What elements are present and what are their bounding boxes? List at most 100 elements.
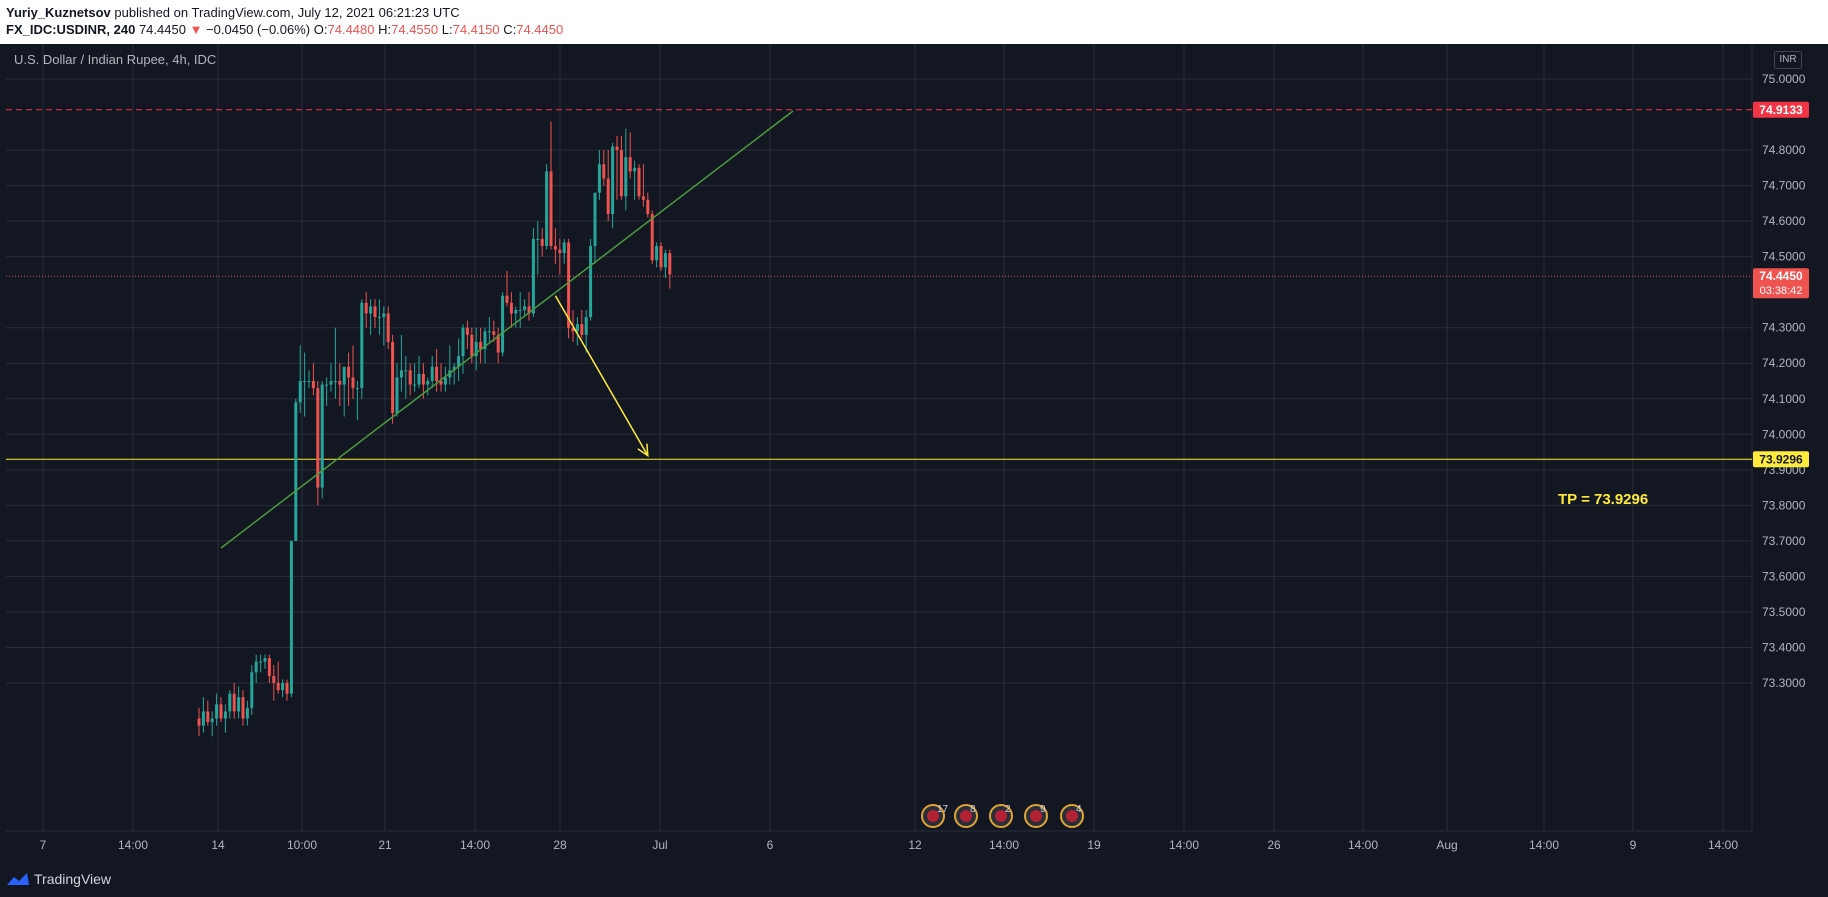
price-label: 74.9133 — [1759, 103, 1803, 117]
candle-body — [575, 324, 579, 332]
y-tick-label: 75.0000 — [1762, 72, 1806, 86]
candle-body — [241, 697, 245, 719]
high-value: 74.4550 — [391, 22, 439, 37]
candle-body — [505, 295, 509, 303]
candle-body — [421, 373, 425, 385]
x-tick-label: 6 — [767, 838, 774, 852]
candle-body — [483, 331, 487, 350]
candle-body — [399, 370, 403, 378]
candle-body — [659, 245, 663, 268]
y-tick-label: 73.3000 — [1762, 676, 1806, 690]
candle-body — [219, 704, 223, 719]
candle-body — [377, 317, 381, 319]
flag-icon-inner — [995, 810, 1007, 822]
y-tick-label: 74.1000 — [1762, 392, 1806, 406]
candle-body — [615, 146, 619, 151]
countdown-label: 03:38:42 — [1760, 285, 1803, 297]
candle-body — [558, 249, 562, 254]
candle-body — [232, 693, 236, 712]
tradingview-logo-icon[interactable] — [6, 871, 30, 887]
x-tick-label: 10:00 — [287, 838, 317, 852]
candle-body — [571, 327, 575, 332]
candle-body — [307, 381, 311, 382]
candle-body — [452, 366, 456, 371]
symbol-label: FX_IDC:USDINR, 240 — [6, 22, 136, 37]
chart-title: U.S. Dollar / Indian Rupee, 4h, IDC — [14, 52, 217, 67]
candle-body — [408, 370, 412, 385]
x-tick-label: 14:00 — [1708, 838, 1738, 852]
candle-body — [619, 150, 623, 197]
open-label: O: — [313, 22, 328, 37]
published-text: published on TradingView.com, July 12, 2… — [110, 5, 460, 20]
candle-body — [298, 381, 302, 403]
arrow-head-icon — [637, 443, 649, 458]
candle-body — [413, 384, 417, 386]
event-badge[interactable]: 8 — [954, 804, 978, 828]
y-tick-label: 74.6000 — [1762, 214, 1806, 228]
candle-body — [303, 381, 307, 382]
flag-icon-inner — [1030, 810, 1042, 822]
candle-body — [487, 331, 491, 333]
close-value: 74.4450 — [516, 22, 564, 37]
flag-icon-inner — [960, 810, 972, 822]
candle-body — [646, 199, 650, 215]
candle-body — [259, 661, 263, 663]
publish-info: Yuriy_Kuznetsov published on TradingView… — [6, 5, 460, 20]
candle-body — [602, 164, 606, 179]
candle-body — [509, 302, 513, 314]
y-tick-label: 74.5000 — [1762, 250, 1806, 264]
candle-body — [320, 384, 324, 488]
candle-body — [545, 171, 549, 246]
flag-icon-inner — [927, 810, 939, 822]
candle-body — [272, 675, 276, 683]
candle-body — [201, 711, 205, 726]
y-tick-label: 73.6000 — [1762, 569, 1806, 583]
candle-body — [338, 381, 342, 385]
candle-body — [479, 341, 483, 350]
event-badge[interactable]: 17 — [921, 804, 949, 828]
candle-body — [245, 707, 249, 719]
brand-name[interactable]: TradingView — [34, 871, 112, 887]
x-tick-label: 9 — [1630, 838, 1637, 852]
y-tick-label: 74.3000 — [1762, 321, 1806, 335]
x-tick-label: 14:00 — [460, 838, 490, 852]
candle-body — [435, 366, 439, 381]
candle-body — [527, 306, 531, 314]
candle-body — [470, 334, 474, 357]
event-badge[interactable]: 9 — [1024, 804, 1048, 828]
candle-body — [606, 178, 610, 215]
chart-area[interactable]: 75.0000 74.8000 74.7000 74.6000 74.5000 74.30… — [0, 44, 1828, 861]
author-name[interactable]: Yuriy_Kuznetsov — [6, 5, 111, 20]
event-badge[interactable]: 4 — [1060, 804, 1084, 828]
currency-button[interactable]: INR — [1774, 51, 1802, 69]
event-badge[interactable]: 2 — [989, 804, 1013, 828]
event-badge-count: 2 — [1005, 804, 1011, 815]
candle-body — [496, 334, 500, 353]
event-badge-count: 17 — [937, 804, 949, 815]
publish-header: Yuriy_Kuznetsov published on TradingView… — [0, 0, 1828, 44]
candle-body — [628, 157, 632, 172]
candle-body — [553, 245, 557, 250]
x-tick-label: 7 — [40, 838, 47, 852]
price-chart[interactable]: 75.0000 74.8000 74.7000 74.6000 74.5000 74.30… — [0, 44, 1828, 861]
candle-body — [210, 718, 214, 723]
candle-body — [492, 331, 496, 335]
event-badge-count: 8 — [970, 804, 976, 815]
candle-body — [523, 306, 527, 310]
candle-body — [395, 377, 399, 413]
candle-body — [267, 658, 271, 676]
candle-body — [465, 327, 469, 335]
footer: TradingView — [0, 861, 1828, 897]
candle-body — [439, 381, 443, 385]
candle-body — [316, 388, 320, 488]
candle-body — [540, 238, 544, 246]
ohlc-legend: FX_IDC:USDINR, 240 74.4450 ▼ −0.0450 (−0… — [6, 22, 563, 37]
candle-body — [593, 192, 597, 246]
candle-body — [668, 253, 672, 275]
low-label: L: — [441, 22, 453, 37]
x-tick-label: 26 — [1267, 838, 1281, 852]
candle-body — [228, 693, 232, 712]
candle-body — [457, 356, 461, 367]
y-tick-label: 74.0000 — [1762, 427, 1806, 441]
y-tick-label: 73.4000 — [1762, 640, 1806, 654]
